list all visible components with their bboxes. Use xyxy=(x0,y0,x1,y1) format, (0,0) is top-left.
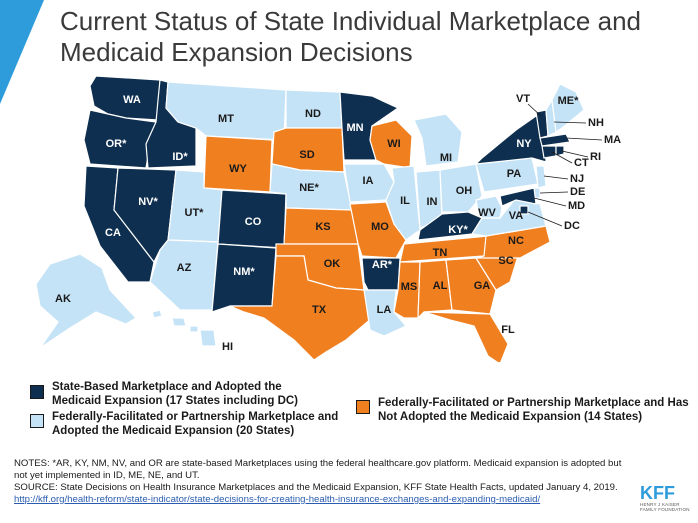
source-link[interactable]: http://kff.org/health-reform/state-indic… xyxy=(14,494,541,505)
label-MA: MA xyxy=(604,134,621,146)
state-LA xyxy=(363,289,407,337)
label-IA: IA xyxy=(363,175,374,187)
label-OH: OH xyxy=(456,185,473,197)
state-GA xyxy=(445,257,497,315)
label-NY: NY xyxy=(516,138,532,150)
label-MT: MT xyxy=(218,113,234,125)
notes-text: NOTES: *AR, KY, NM, NV, and OR are state… xyxy=(14,458,622,481)
state-AL xyxy=(417,259,453,320)
state-OH xyxy=(439,163,483,213)
legend-federal-not-expanded: Federally-Facilitated or Partnership Mar… xyxy=(378,397,689,423)
label-AZ: AZ xyxy=(177,262,192,274)
legend-swatch-federal-not-expanded xyxy=(356,400,370,414)
label-DE: DE xyxy=(570,186,585,198)
label-KS: KS xyxy=(315,221,330,233)
label-ND: ND xyxy=(305,108,321,120)
label-OK: OK xyxy=(324,258,341,270)
source-text: SOURCE: State Decisions on Health Insura… xyxy=(14,482,628,506)
state-MI xyxy=(413,113,463,167)
legend-state-based: State-Based Marketplace and Adopted the … xyxy=(52,381,299,407)
kff-logo-text: KFF xyxy=(640,483,675,503)
legend-federal-expanded: Federally-Facilitated or Partnership Mar… xyxy=(52,411,339,437)
label-NM: NM* xyxy=(233,266,255,278)
state-CT xyxy=(541,145,557,159)
label-WI: WI xyxy=(387,138,400,150)
state-RI xyxy=(555,145,565,157)
state-AZ xyxy=(149,239,219,311)
label-NC: NC xyxy=(508,235,524,247)
label-TN: TN xyxy=(433,247,448,259)
page-title: Current Status of State Individual Marke… xyxy=(60,6,641,67)
label-FL: FL xyxy=(501,324,515,336)
label-MN: MN xyxy=(346,122,363,134)
state-IL xyxy=(385,165,421,241)
label-CT: CT xyxy=(574,157,589,169)
state-WV xyxy=(475,195,503,219)
label-TX: TX xyxy=(312,304,327,316)
label-WV: WV xyxy=(478,207,496,219)
label-AK: AK xyxy=(55,293,71,305)
label-MS: MS xyxy=(401,281,418,293)
state-AK xyxy=(35,253,137,349)
label-ID: ID* xyxy=(172,151,188,163)
label-CO: CO xyxy=(245,216,262,228)
us-map: WA OR* CA NV* ID* MT WY UT* AZ CO NM* ND… xyxy=(35,75,621,362)
label-KY: KY* xyxy=(448,224,468,236)
state-HI-1 xyxy=(151,309,163,319)
label-MD: MD xyxy=(568,200,585,212)
label-NV: NV* xyxy=(138,196,158,208)
state-MD xyxy=(499,187,537,207)
label-NJ: NJ xyxy=(570,173,584,185)
label-WY: WY xyxy=(229,163,247,175)
label-ME: ME* xyxy=(558,95,580,107)
state-NJ xyxy=(535,165,547,189)
state-HI-2 xyxy=(171,317,187,327)
kff-logo-subtitle: HENRY J KAISER FAMILY FOUNDATION xyxy=(640,502,690,512)
state-NY xyxy=(474,115,547,165)
state-HI-4 xyxy=(199,329,217,347)
label-leader-lines xyxy=(527,103,603,227)
state-ME xyxy=(551,83,585,134)
state-HI-3 xyxy=(189,325,199,333)
label-IN: IN xyxy=(427,196,438,208)
label-UT: UT* xyxy=(185,207,205,219)
label-SC: SC xyxy=(498,255,513,267)
notes-block: NOTES: *AR, KY, NM, NV, and OR are state… xyxy=(14,458,628,506)
label-PA: PA xyxy=(507,168,522,180)
state-FL xyxy=(423,311,509,362)
label-NE: NE* xyxy=(299,182,319,194)
source-prefix: SOURCE: State Decisions on Health Insura… xyxy=(14,482,618,493)
label-IL: IL xyxy=(400,195,410,207)
label-MI: MI xyxy=(440,152,452,164)
label-VT: VT xyxy=(516,93,530,105)
corner-accent xyxy=(0,0,44,104)
label-AL: AL xyxy=(433,280,448,292)
label-DC: DC xyxy=(564,220,580,232)
label-SD: SD xyxy=(299,149,314,161)
label-LA: LA xyxy=(377,304,392,316)
state-WI xyxy=(369,119,413,169)
label-AR: AR* xyxy=(372,259,393,271)
label-VA: VA xyxy=(509,210,524,222)
label-HI: HI xyxy=(222,341,233,353)
state-TX xyxy=(229,255,373,361)
label-MO: MO xyxy=(371,221,389,233)
label-WA: WA xyxy=(123,94,141,106)
label-RI: RI xyxy=(590,151,601,163)
state-DC xyxy=(519,205,529,215)
kff-logo: KFF HENRY J KAISER FAMILY FOUNDATION xyxy=(640,484,692,512)
label-NH: NH xyxy=(588,117,604,129)
legend-swatch-state-based xyxy=(30,385,44,399)
label-CA: CA xyxy=(105,227,121,239)
legend-swatch-federal-expanded xyxy=(30,414,44,428)
state-MA xyxy=(539,133,571,147)
state-NM xyxy=(211,243,277,313)
label-OR: OR* xyxy=(106,138,128,150)
label-GA: GA xyxy=(474,280,491,292)
